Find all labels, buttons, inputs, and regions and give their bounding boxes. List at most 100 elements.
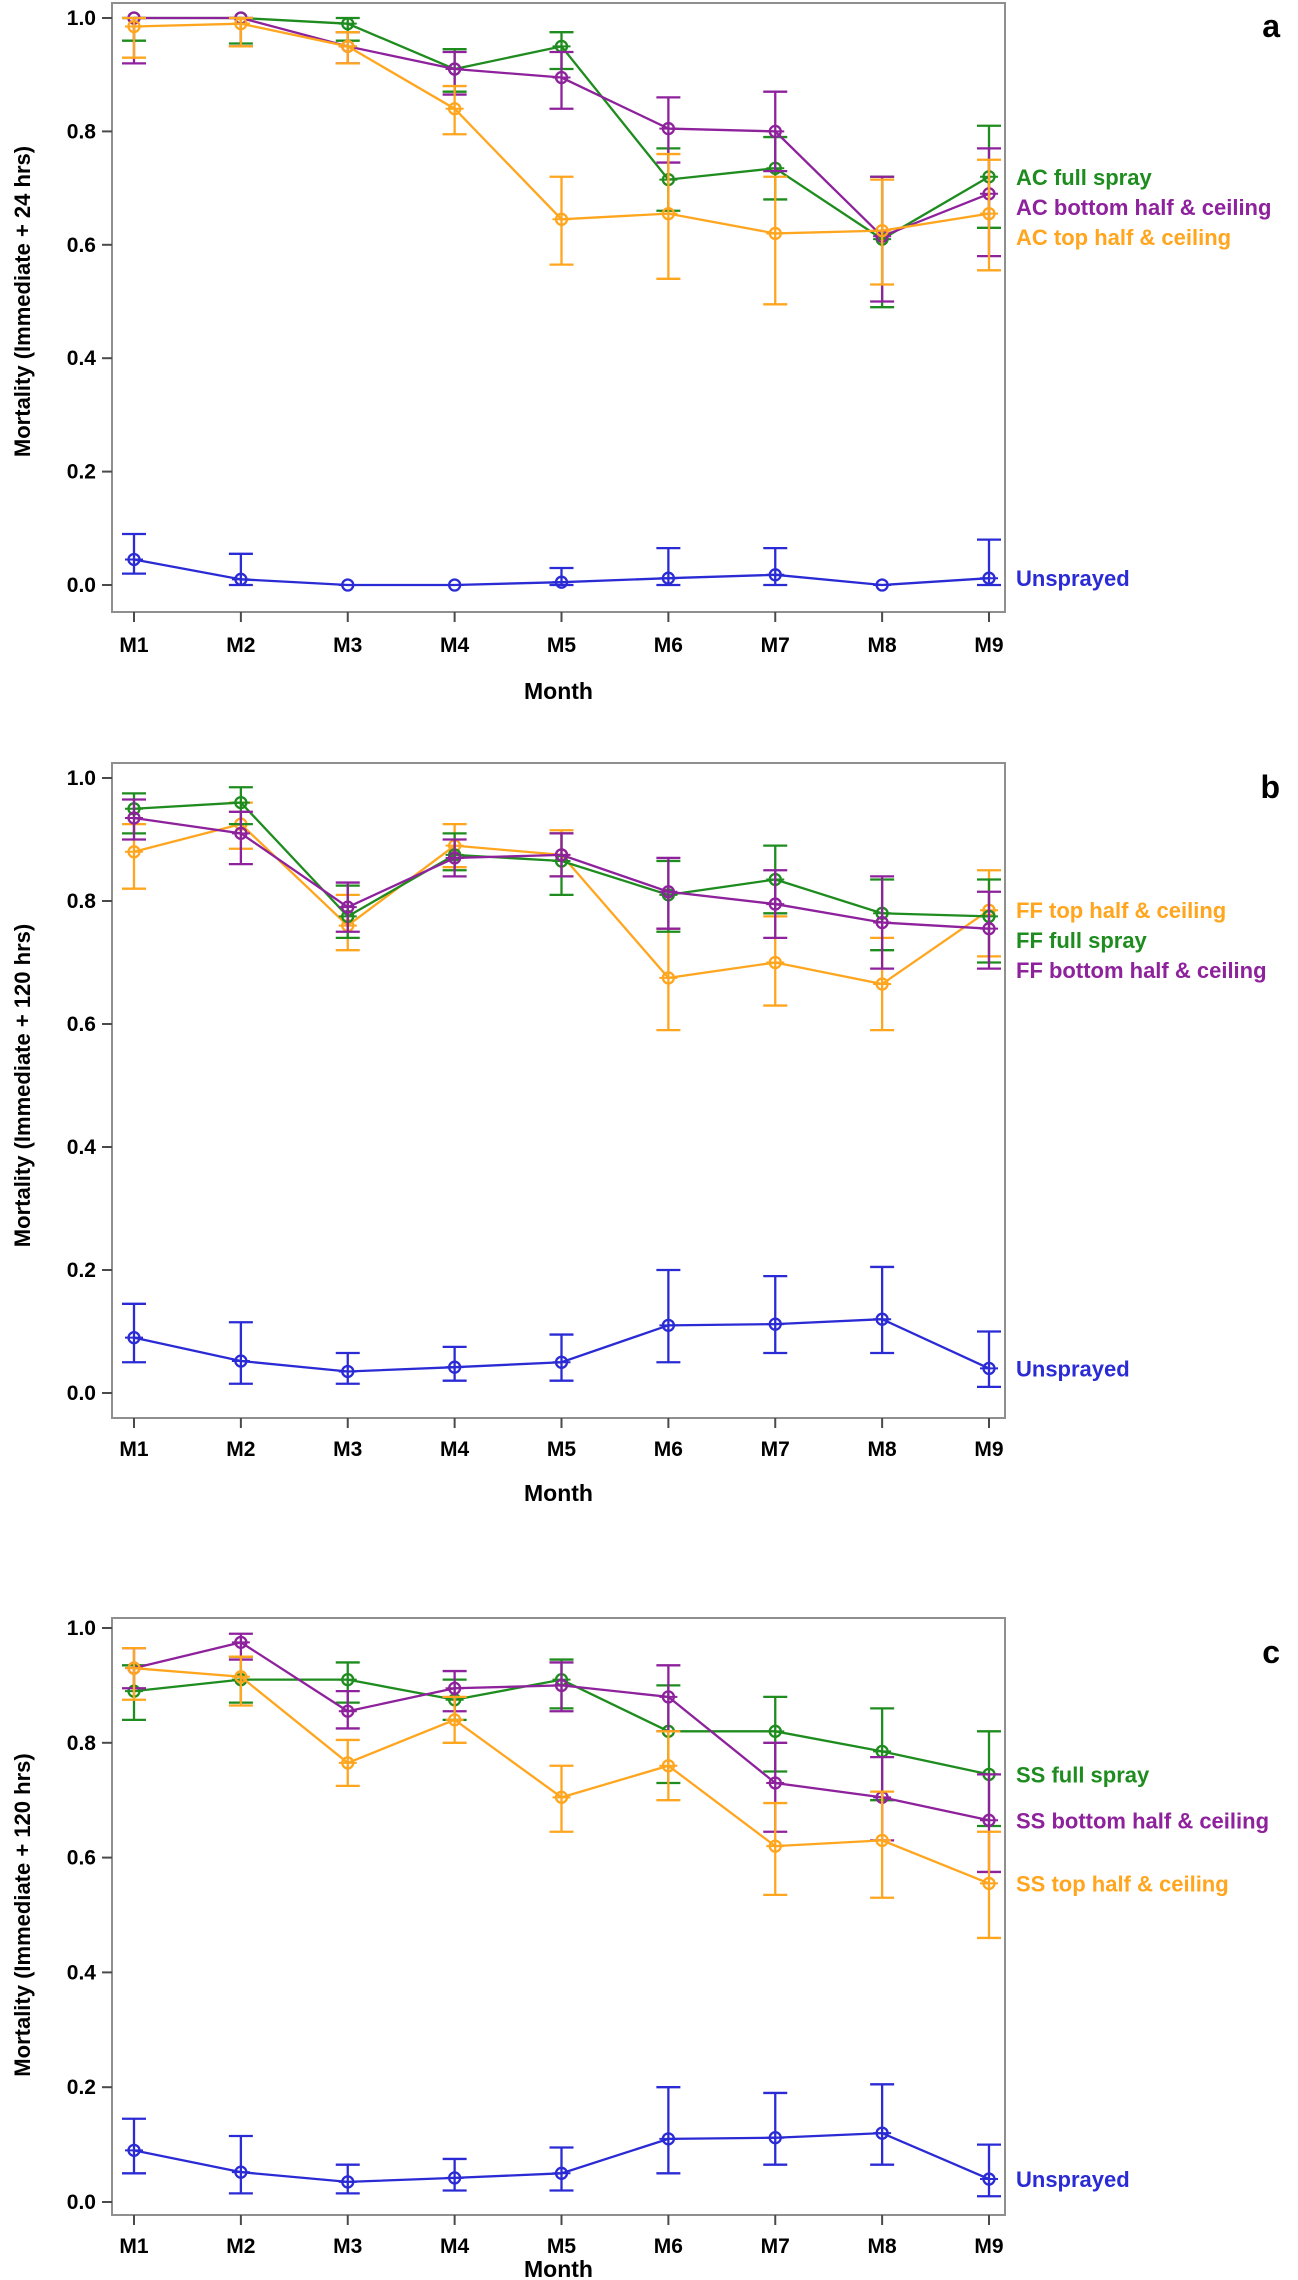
data-point-marker xyxy=(875,578,889,592)
y-tick-label: 1.0 xyxy=(67,767,96,790)
data-point-marker xyxy=(234,1670,248,1684)
data-point-marker xyxy=(875,977,889,991)
data-point-marker xyxy=(447,578,462,592)
data-point-marker xyxy=(768,1724,782,1738)
data-point-marker xyxy=(554,848,569,862)
data-point-marker xyxy=(447,1360,462,1374)
x-tick-label: M9 xyxy=(974,634,1003,657)
data-point-marker xyxy=(127,552,141,567)
data-point-marker xyxy=(768,1776,782,1790)
data-point-marker xyxy=(341,900,355,914)
x-tick-label: M8 xyxy=(868,1438,897,1461)
chart-panel-a: 1.0 0.8 0.6 0.4 0.2 0.0 M1 M2 M3 M4 M5 M6 M7 M8 M9 Mont… xyxy=(10,2,1271,704)
data-point-marker xyxy=(554,1790,569,1804)
panel-c: 1.0 0.8 0.6 0.4 0.2 0.0 M1 M2 M3 M4 M5 M6 M7 M8 M9 Mont… xyxy=(0,1510,1298,2280)
y-tick-label: 0.0 xyxy=(67,1382,96,1405)
series-unsprayed xyxy=(122,1265,1001,1388)
x-tick-label: M3 xyxy=(333,1438,362,1461)
data-point-marker xyxy=(768,124,782,139)
data-point-marker xyxy=(127,19,141,34)
data-point-marker xyxy=(234,1354,248,1368)
data-point-marker xyxy=(768,897,782,911)
legend-label: AC full spray xyxy=(1016,165,1152,190)
data-point-marker xyxy=(554,1678,569,1693)
x-tick-label: M6 xyxy=(654,2235,683,2258)
series-unsprayed xyxy=(122,2083,1001,2198)
y-tick-label: 0.0 xyxy=(67,2191,96,2214)
x-tick-label: M9 xyxy=(974,2235,1003,2258)
series-ss-top-half-ceiling xyxy=(122,1646,1001,1940)
x-tick-label: M5 xyxy=(547,1438,576,1461)
data-point-marker xyxy=(341,2175,355,2189)
data-point-marker xyxy=(234,826,248,840)
y-tick-label: 0.2 xyxy=(67,1259,96,1282)
data-point-marker xyxy=(127,1661,141,1675)
y-tick-label: 1.0 xyxy=(67,7,96,30)
x-tick-label: M7 xyxy=(761,2235,790,2258)
legend-label: FF top half & ceiling xyxy=(1016,898,1226,923)
x-tick-label: M8 xyxy=(868,634,897,657)
data-point-marker xyxy=(875,1312,889,1326)
data-point-marker xyxy=(127,845,141,859)
data-point-marker xyxy=(127,1331,141,1345)
data-point-marker xyxy=(661,121,676,136)
x-tick-label: M5 xyxy=(547,2235,576,2258)
x-axis-title: Month xyxy=(524,2256,593,2280)
data-point-marker xyxy=(447,102,462,116)
plot-frame xyxy=(111,762,1006,1419)
panel-b: 1.0 0.8 0.6 0.4 0.2 0.0 M1 M2 M3 M4 M5 M6 M7 M8 M9 Mont… xyxy=(0,735,1298,1510)
legend-label: AC top half & ceiling xyxy=(1016,225,1231,250)
data-point-marker xyxy=(341,1756,355,1770)
data-point-marker xyxy=(982,571,996,585)
x-tick-label: M4 xyxy=(440,1438,469,1461)
data-point-marker xyxy=(554,1355,569,1369)
legend-label: SS top half & ceiling xyxy=(1016,1871,1229,1896)
data-point-marker xyxy=(875,223,889,238)
x-tick-label: M1 xyxy=(119,634,148,657)
series-ff-bottom-half-ceiling xyxy=(122,798,1001,970)
x-tick-label: M1 xyxy=(119,2235,148,2258)
data-point-marker xyxy=(554,70,569,85)
data-point-marker xyxy=(875,915,889,930)
data-point-marker xyxy=(768,1317,782,1331)
data-point-marker xyxy=(447,851,462,865)
data-point-marker xyxy=(982,1876,996,1891)
data-point-marker xyxy=(982,1361,996,1376)
panel-letter-c: c xyxy=(1262,1634,1280,1670)
y-tick-label: 0.0 xyxy=(67,574,96,597)
chart-panel-b: 1.0 0.8 0.6 0.4 0.2 0.0 M1 M2 M3 M4 M5 M6 M7 M8 M9 Mont… xyxy=(10,762,1267,1506)
legend-label: Unsprayed xyxy=(1016,1356,1130,1381)
y-axis-title: Mortality (Immediate + 120 hrs) xyxy=(10,1753,35,2076)
panel-letter-a: a xyxy=(1262,8,1280,44)
x-axis-title: Month xyxy=(524,1480,593,1506)
data-point-marker xyxy=(554,575,569,589)
data-point-marker xyxy=(661,971,676,985)
data-point-marker xyxy=(447,1681,462,1695)
data-point-marker xyxy=(447,1713,462,1727)
x-tick-label: M2 xyxy=(226,634,255,657)
x-tick-label: M9 xyxy=(974,1438,1003,1461)
y-tick-label: 0.4 xyxy=(67,1136,97,1159)
x-tick-label: M3 xyxy=(333,634,362,657)
x-axis-title: Month xyxy=(524,678,593,704)
y-axis-title: Mortality (Immediate + 120 hrs) xyxy=(10,924,35,1247)
data-point-marker xyxy=(875,2126,889,2140)
data-point-marker xyxy=(768,226,782,241)
legend-label: Unsprayed xyxy=(1016,2167,1130,2192)
x-tick-label: M5 xyxy=(547,634,576,657)
y-tick-label: 0.4 xyxy=(67,347,97,370)
data-point-marker xyxy=(341,578,355,592)
legend-label: Unsprayed xyxy=(1016,566,1130,591)
data-point-marker xyxy=(768,568,782,582)
x-tick-label: M7 xyxy=(761,1438,790,1461)
data-point-marker xyxy=(661,2132,676,2146)
data-point-marker xyxy=(982,2172,996,2186)
data-point-marker xyxy=(982,922,996,936)
data-point-marker xyxy=(661,1759,676,1773)
data-point-marker xyxy=(234,1635,248,1650)
y-tick-label: 0.6 xyxy=(67,1013,96,1036)
y-tick-label: 0.8 xyxy=(67,1732,97,1755)
data-point-marker xyxy=(341,17,355,31)
data-point-marker xyxy=(234,17,248,31)
